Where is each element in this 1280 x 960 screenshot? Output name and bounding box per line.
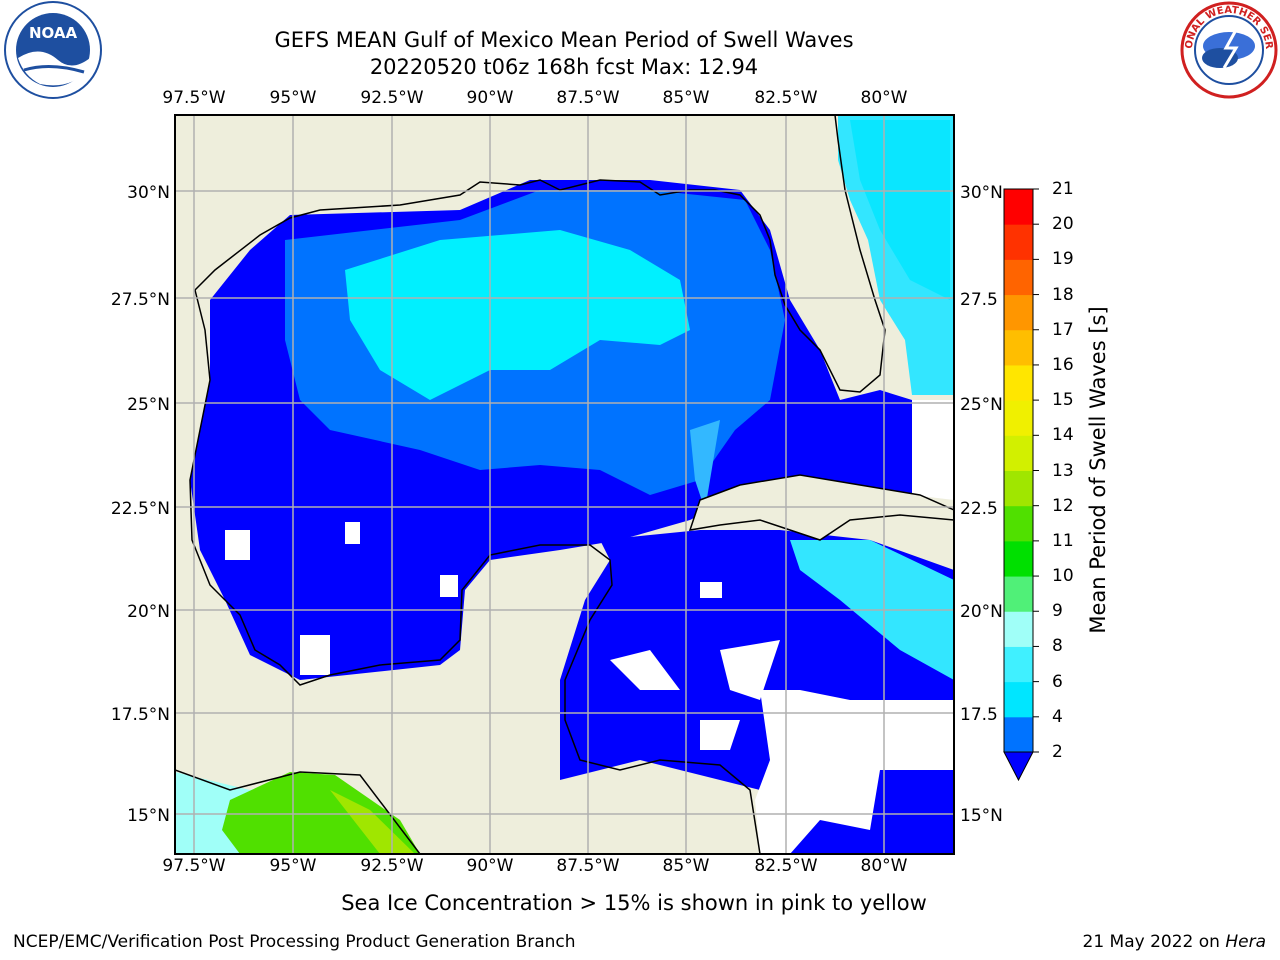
noaa-label: NOAA bbox=[29, 24, 78, 42]
x-tick-top: 87.5°W bbox=[556, 88, 620, 108]
x-tick-bottom: 80°W bbox=[860, 856, 908, 876]
x-tick-bottom: 95°W bbox=[269, 856, 317, 876]
colorbar-tick-label: 9 bbox=[1052, 601, 1063, 622]
no-data-patch bbox=[755, 690, 954, 854]
colorbar-tick-label: 11 bbox=[1052, 530, 1074, 551]
x-tick-bottom: 87.5°W bbox=[556, 856, 620, 876]
colorbar-tick-label: 13 bbox=[1052, 460, 1074, 481]
colorbar-tick-label: 12 bbox=[1052, 495, 1074, 516]
colorbar-tick-label: 20 bbox=[1052, 214, 1074, 235]
colorbar-swatch bbox=[1004, 470, 1033, 507]
map-subtitle: 20220520 t06z 168h fcst Max: 12.94 bbox=[369, 55, 759, 79]
coastline-mexico bbox=[189, 289, 761, 854]
colorbar-swatch bbox=[1004, 611, 1033, 647]
footer-date-text: 21 May 2022 on bbox=[1082, 932, 1226, 952]
no-data-patch bbox=[720, 640, 780, 700]
no-data-patch bbox=[700, 720, 740, 750]
x-tick-top: 92.5°W bbox=[360, 88, 424, 108]
x-tick-top: 82.5°W bbox=[754, 88, 818, 108]
gulf-cyan-streak bbox=[690, 420, 720, 510]
y-tick-right: 27.5 bbox=[960, 290, 998, 310]
y-tick-left: 20°N bbox=[127, 602, 170, 622]
no-data-patch bbox=[610, 650, 680, 690]
colorbar-tick-label: 6 bbox=[1052, 671, 1063, 692]
no-data-patch bbox=[700, 582, 722, 598]
gulf-cyan-band bbox=[345, 230, 690, 400]
y-tick-left: 27.5°N bbox=[110, 290, 170, 310]
colorbar-tick-label: 14 bbox=[1052, 425, 1074, 446]
y-tick-right: 15°N bbox=[960, 806, 1003, 826]
x-tick-bottom: 85°W bbox=[662, 856, 710, 876]
footer-date: 21 May 2022 on Hera bbox=[1083, 932, 1267, 952]
x-tick-top: 90°W bbox=[466, 88, 514, 108]
colorbar-label: Mean Period of Swell Waves [s] bbox=[1086, 306, 1110, 634]
map-title: GEFS MEAN Gulf of Mexico Mean Period of … bbox=[274, 28, 854, 52]
colorbar-tick-label: 18 bbox=[1052, 284, 1074, 305]
x-tick-bottom: 97.5°W bbox=[162, 856, 226, 876]
no-data-patch bbox=[440, 575, 458, 597]
no-data-patch bbox=[912, 400, 954, 500]
colorbar-swatch bbox=[1004, 716, 1033, 753]
grid bbox=[175, 115, 954, 854]
y-tick-right: 25°N bbox=[960, 395, 1003, 415]
colorbar-swatch bbox=[1004, 294, 1033, 331]
y-tick-left: 25°N bbox=[127, 395, 170, 415]
colorbar-swatch bbox=[1004, 681, 1033, 718]
y-tick-right: 20°N bbox=[960, 602, 1003, 622]
x-tick-top: 80°W bbox=[860, 88, 908, 108]
y-tick-right: 22.5 bbox=[960, 499, 998, 519]
colorbar-tick-label: 15 bbox=[1052, 390, 1074, 411]
colorbar-swatch bbox=[1004, 189, 1033, 225]
footer-credit: NCEP/EMC/Verification Post Processing Pr… bbox=[13, 932, 576, 952]
x-tick-bottom: 92.5°W bbox=[360, 856, 424, 876]
colorbar-tick-label: 19 bbox=[1052, 249, 1074, 270]
y-tick-left: 15°N bbox=[127, 806, 170, 826]
x-tick-bottom: 82.5°W bbox=[754, 856, 818, 876]
colorbar-swatch bbox=[1004, 540, 1033, 577]
colorbar-swatch bbox=[1004, 646, 1033, 683]
no-data-patch bbox=[300, 635, 330, 675]
colorbar-swatch bbox=[1004, 224, 1033, 260]
y-tick-left: 30°N bbox=[127, 183, 170, 203]
colorbar-swatch bbox=[1004, 259, 1033, 296]
x-tick-top: 95°W bbox=[269, 88, 317, 108]
x-tick-top: 97.5°W bbox=[162, 88, 226, 108]
y-tick-right: 17.5 bbox=[960, 705, 998, 725]
no-data-patch bbox=[345, 522, 360, 544]
colorbar-tick-label: 4 bbox=[1052, 706, 1063, 727]
colorbar-swatch bbox=[1004, 400, 1033, 436]
colorbar-tick-label: 21 bbox=[1052, 179, 1074, 199]
x-tick-top: 85°W bbox=[662, 88, 710, 108]
colorbar-swatch bbox=[1004, 576, 1033, 612]
y-tick-right: 30°N bbox=[960, 183, 1003, 203]
nws-logo: NATIONAL WEATHER SERVICE bbox=[1178, 0, 1278, 99]
colorbar-swatch bbox=[1004, 329, 1033, 366]
colorbar-extend-min bbox=[1003, 751, 1034, 782]
colorbar-tick-label: 10 bbox=[1052, 566, 1074, 587]
noaa-logo: NOAA bbox=[4, 1, 102, 99]
sea-ice-note: Sea Ice Concentration > 15% is shown in … bbox=[341, 891, 927, 915]
colorbar-tick-label: 8 bbox=[1052, 636, 1063, 657]
colorbar-swatch bbox=[1004, 364, 1033, 401]
colorbar-tick-label: 16 bbox=[1052, 354, 1074, 375]
map-frame bbox=[174, 114, 955, 855]
x-tick-bottom: 90°W bbox=[466, 856, 514, 876]
no-data-patch bbox=[225, 530, 250, 560]
colorbar-tick-label: 17 bbox=[1052, 319, 1074, 340]
footer-host: Hera bbox=[1225, 932, 1266, 952]
coastline-central-america bbox=[175, 769, 421, 854]
colorbar-swatch bbox=[1004, 435, 1033, 471]
y-tick-left: 17.5°N bbox=[110, 705, 170, 725]
pacific-yellow-green bbox=[330, 790, 415, 854]
colorbar-swatch bbox=[1004, 505, 1033, 542]
y-tick-left: 22.5°N bbox=[110, 499, 170, 519]
colorbar-tick-label: 2 bbox=[1052, 742, 1063, 762]
atlantic-cyan-patch bbox=[850, 120, 950, 300]
